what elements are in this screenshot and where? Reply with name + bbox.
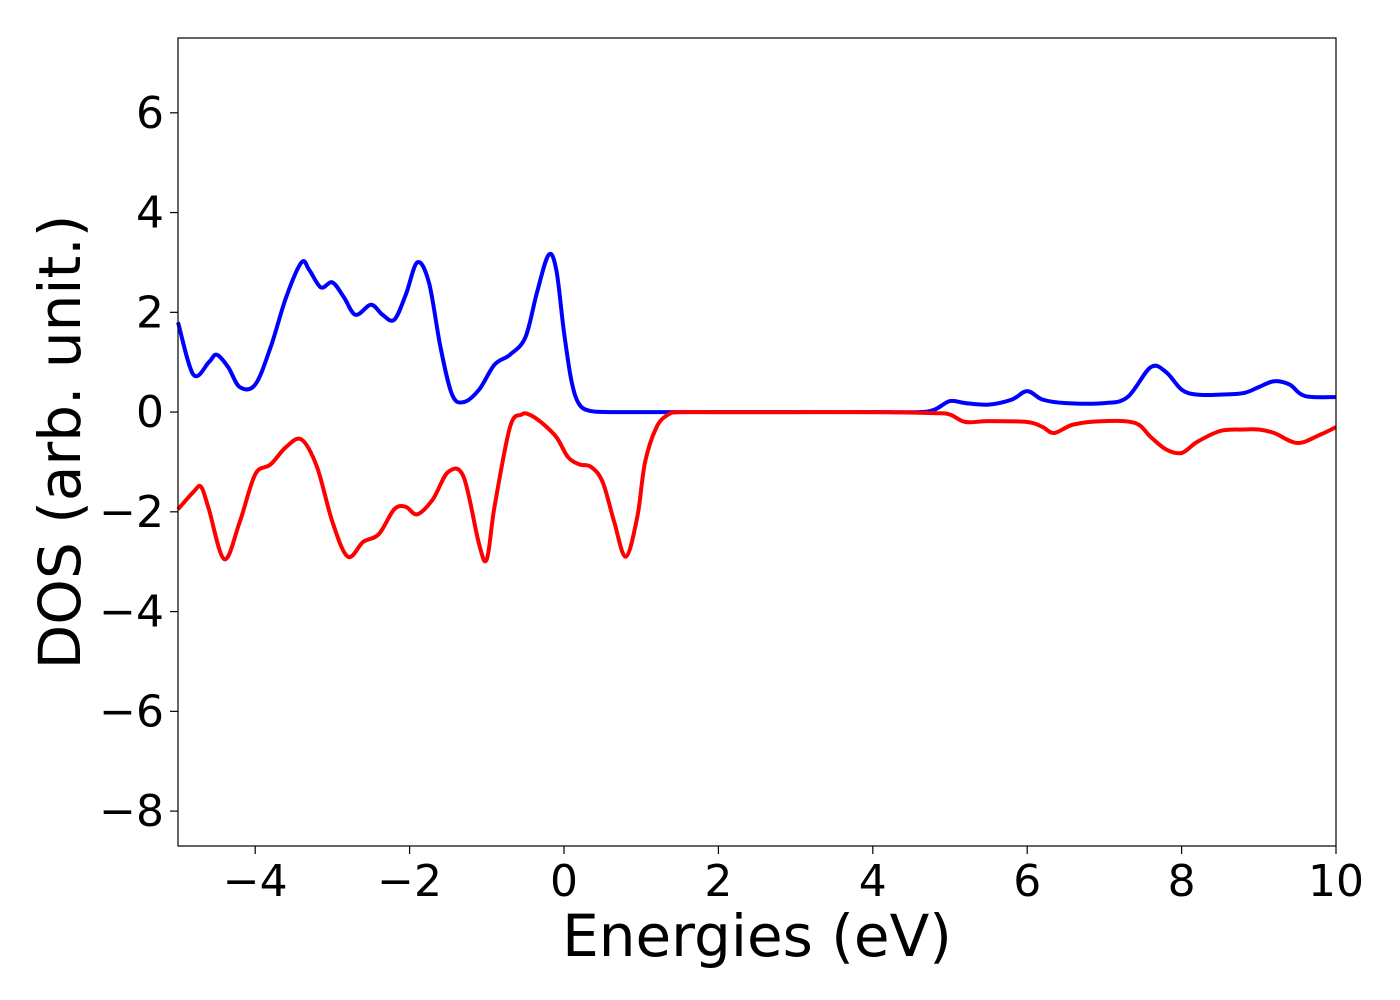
x-axis-label: Energies (eV) bbox=[562, 902, 952, 970]
y-tick-label: 4 bbox=[136, 188, 164, 239]
y-tick-label: −4 bbox=[99, 587, 164, 638]
y-tick-label: −2 bbox=[99, 487, 164, 538]
x-tick-label: −2 bbox=[377, 856, 442, 907]
y-tick-label: −8 bbox=[99, 786, 164, 837]
y-tick-label: −6 bbox=[99, 686, 164, 737]
x-tick-label: 8 bbox=[1168, 856, 1196, 907]
y-tick-label: 2 bbox=[136, 287, 164, 338]
ticks-layer: −4 −2 0 2 4 6 8 10 −8 −6 −4 −2 0 2 4 6 bbox=[99, 88, 1364, 907]
x-tick-label: 0 bbox=[550, 856, 578, 907]
plot-frame bbox=[177, 37, 1337, 847]
x-tick-label: 2 bbox=[704, 856, 732, 907]
y-tick-label: 6 bbox=[136, 88, 164, 139]
x-tick-label: 4 bbox=[859, 856, 887, 907]
series-line-2 bbox=[176, 409, 1337, 564]
x-tick-label: 6 bbox=[1013, 856, 1041, 907]
x-tick-label: 10 bbox=[1308, 856, 1364, 907]
y-axis-label: DOS (arb. unit.) bbox=[26, 215, 94, 670]
y-tick-label: 0 bbox=[136, 387, 164, 438]
series-layer bbox=[176, 251, 1337, 564]
x-tick-label: −4 bbox=[223, 856, 288, 907]
series-line-1 bbox=[176, 251, 1337, 415]
